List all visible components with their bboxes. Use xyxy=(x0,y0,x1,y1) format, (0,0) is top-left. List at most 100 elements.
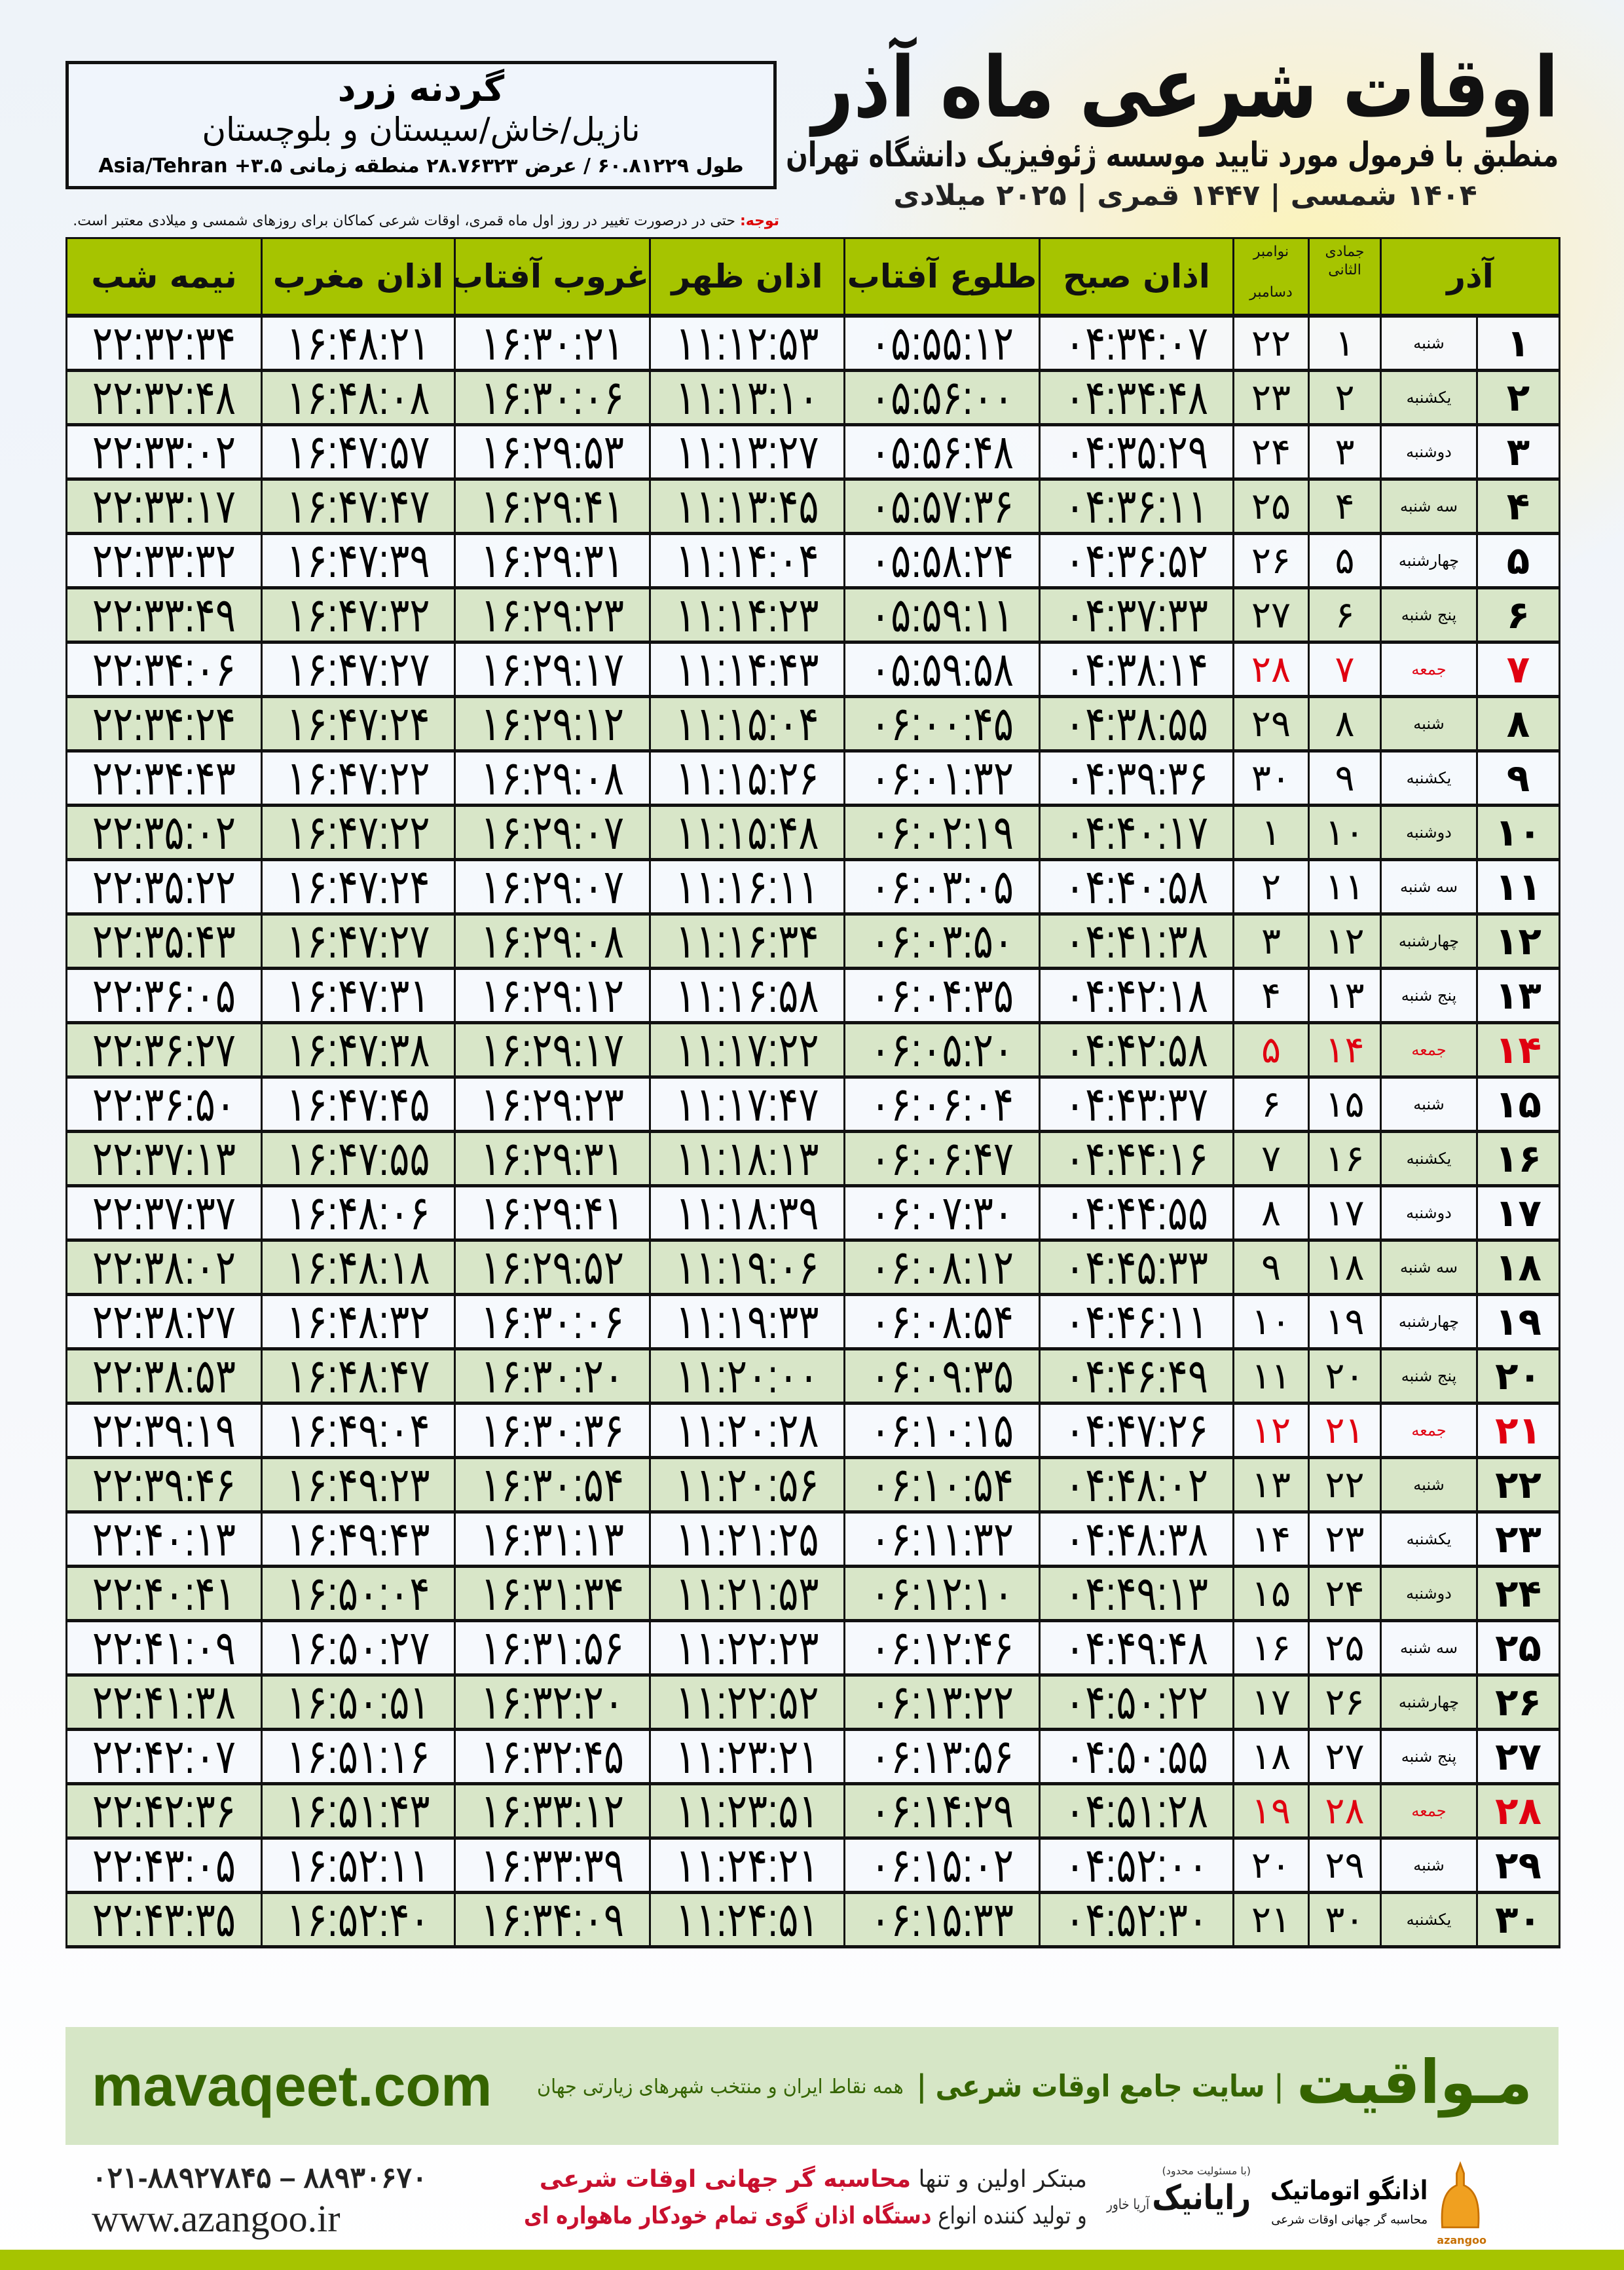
sunset-time-text: ۱۶:۲۹:۰۸ xyxy=(480,915,625,969)
sunrise-time: ۰۶:۱۳:۲۲ xyxy=(843,1674,1041,1730)
sunset-time: ۱۶:۳۳:۱۲ xyxy=(454,1783,651,1839)
midnight-time: ۲۲:۳۲:۴۸ xyxy=(65,369,263,426)
day-number: ۱۲ xyxy=(1476,913,1560,969)
fajr-time-text: ۰۴:۳۸:۱۴ xyxy=(1064,643,1209,697)
maghrib-time-text: ۱۶:۵۲:۴۰ xyxy=(286,1893,430,1947)
azangoo-website-box[interactable]: www.azangoo.ir xyxy=(92,2197,498,2241)
fajr-time-text: ۰۴:۵۲:۳۰ xyxy=(1064,1893,1209,1947)
weekday-text: پنج شنبه xyxy=(1401,606,1457,624)
weekday: یکشنبه xyxy=(1380,1891,1478,1948)
qamari-day-text: ۵ xyxy=(1335,539,1355,582)
weekday-text: جمعه xyxy=(1411,1421,1447,1440)
miladi-day: ۱۹ xyxy=(1232,1783,1310,1839)
midnight-time: ۲۲:۳۴:۰۶ xyxy=(65,641,263,698)
day-number-text: ۳۰ xyxy=(1495,1897,1541,1942)
mavaqeet-link[interactable]: mavaqeet.com xyxy=(92,2053,492,2118)
table-row: ۸ شنبه ۸ ۲۹ ۰۴:۳۸:۵۵ ۰۶:۰۰:۴۵ ۱۱:۱۵:۰۴ ۱۶:۲۹:۱۲… xyxy=(65,696,1560,752)
sunset-time-text: ۱۶:۲۹:۰۸ xyxy=(480,752,625,806)
maghrib-time-text: ۱۶:۵۱:۱۶ xyxy=(286,1730,430,1784)
midnight-time-text: ۲۲:۳۴:۰۶ xyxy=(92,643,236,697)
dhuhr-time: ۱۱:۲۳:۲۱ xyxy=(649,1728,845,1785)
rayanik-name-row: رایانیک آریا خاور xyxy=(1107,2177,1251,2227)
maghrib-time-text: ۱۶:۵۰:۰۴ xyxy=(286,1567,430,1621)
dhuhr-time-text: ۱۱:۲۴:۲۱ xyxy=(675,1839,819,1893)
sunrise-time: ۰۶:۱۳:۵۶ xyxy=(843,1728,1041,1785)
sunrise-time: ۰۶:۰۵:۲۰ xyxy=(843,1022,1041,1078)
azangoo-logo: اذانگو اتوماتیک محاسبه گر جهانی اوقات شر… xyxy=(1270,2161,1486,2246)
weekday-text: شنبه xyxy=(1413,334,1445,352)
maghrib-time: ۱۶:۵۱:۴۳ xyxy=(261,1783,456,1839)
mavaqeet-logo-box: مـواقیت xyxy=(1297,2047,1532,2119)
fajr-time-text: ۰۴:۴۳:۳۷ xyxy=(1064,1078,1209,1132)
dhuhr-time-text: ۱۱:۱۲:۵۳ xyxy=(675,317,819,371)
sunrise-time: ۰۶:۱۰:۵۴ xyxy=(843,1457,1041,1513)
maghrib-time-text: ۱۶:۴۸:۳۲ xyxy=(286,1295,430,1349)
dhuhr-time: ۱۱:۱۸:۳۹ xyxy=(649,1185,845,1241)
day-number: ۹ xyxy=(1476,750,1560,806)
header-qamari: جمادی الثانی xyxy=(1308,237,1382,318)
weekday-text: جمعه xyxy=(1411,1802,1447,1820)
sunrise-time: ۰۶:۰۰:۴۵ xyxy=(843,696,1041,752)
dhuhr-time-text: ۱۱:۱۹:۰۶ xyxy=(675,1241,819,1295)
weekday-text: یکشنبه xyxy=(1406,1149,1452,1168)
dhuhr-time-text: ۱۱:۱۳:۲۷ xyxy=(675,426,819,479)
maghrib-time: ۱۶:۴۷:۳۸ xyxy=(261,1022,456,1078)
midnight-time: ۲۲:۴۲:۰۷ xyxy=(65,1728,263,1785)
qamari-day-text: ۱ xyxy=(1335,322,1355,365)
day-number-text: ۲۶ xyxy=(1495,1680,1541,1724)
dhuhr-time-text: ۱۱:۲۳:۵۱ xyxy=(675,1785,819,1838)
weekday-text: جمعه xyxy=(1411,1041,1447,1059)
sunrise-time: ۰۵:۵۶:۴۸ xyxy=(843,424,1041,480)
rayanik-sub: آریا خاور xyxy=(1106,2197,1150,2213)
weekday: شنبه xyxy=(1380,696,1478,752)
qamari-day-text: ۱۸ xyxy=(1325,1246,1365,1289)
day-number-text: ۳ xyxy=(1506,430,1530,474)
weekday: جمعه xyxy=(1380,1783,1478,1839)
maghrib-time: ۱۶:۵۰:۵۱ xyxy=(261,1674,456,1730)
sunrise-time: ۰۶:۱۵:۰۲ xyxy=(843,1837,1041,1893)
mavaqeet-banner: mavaqeet.com مـواقیت | سایت جامع اوقات ش… xyxy=(65,2027,1559,2145)
weekday-text: چهارشنبه xyxy=(1398,1312,1460,1331)
miladi-day: ۹ xyxy=(1232,1239,1310,1295)
sunset-time: ۱۶:۲۹:۱۷ xyxy=(454,1022,651,1078)
dhuhr-time: ۱۱:۱۶:۵۸ xyxy=(649,967,845,1024)
day-number: ۱۶ xyxy=(1476,1130,1560,1187)
fajr-time: ۰۴:۳۸:۵۵ xyxy=(1039,696,1234,752)
weekday-text: دوشنبه xyxy=(1406,1584,1452,1603)
qamari-day: ۷ xyxy=(1308,641,1382,698)
midnight-time-text: ۲۲:۴۰:۴۱ xyxy=(92,1567,236,1621)
weekday: دوشنبه xyxy=(1380,1565,1478,1622)
sunset-time-text: ۱۶:۳۰:۵۴ xyxy=(480,1459,625,1512)
maghrib-time: ۱۶:۴۷:۵۷ xyxy=(261,424,456,480)
weekday-text: یکشنبه xyxy=(1406,769,1452,787)
sunrise-time: ۰۶:۱۰:۱۵ xyxy=(843,1402,1041,1459)
fajr-time-text: ۰۴:۳۴:۰۷ xyxy=(1064,317,1209,371)
azangoo-sub: محاسبه گر جهانی اوقات شرعی xyxy=(1271,2213,1428,2227)
sunrise-time: ۰۶:۰۳:۰۵ xyxy=(843,859,1041,915)
mavaqeet-link-box[interactable]: mavaqeet.com xyxy=(92,2053,511,2119)
sunset-time: ۱۶:۳۲:۲۰ xyxy=(454,1674,651,1730)
midnight-time-text: ۲۲:۳۷:۱۳ xyxy=(92,1132,236,1186)
dhuhr-time: ۱۱:۱۲:۵۳ xyxy=(649,314,845,371)
miladi-day: ۳۰ xyxy=(1232,750,1310,806)
dhuhr-time: ۱۱:۲۲:۲۳ xyxy=(649,1620,845,1676)
sunrise-time-text: ۰۵:۵۹:۵۸ xyxy=(870,643,1014,697)
dhuhr-time: ۱۱:۱۵:۰۴ xyxy=(649,696,845,752)
dhuhr-time: ۱۱:۱۶:۳۴ xyxy=(649,913,845,969)
day-number: ۷ xyxy=(1476,641,1560,698)
weekday-text: جمعه xyxy=(1411,660,1447,679)
sunrise-time-text: ۰۶:۱۲:۴۶ xyxy=(870,1622,1014,1675)
miladi-day-text: ۱۶ xyxy=(1251,1626,1291,1669)
mavaqeet-tagline: | سایت جامع اوقات شرعی | xyxy=(916,2068,1283,2104)
sunset-time: ۱۶:۳۱:۱۳ xyxy=(454,1511,651,1567)
sunrise-time-text: ۰۶:۱۱:۳۲ xyxy=(870,1513,1014,1567)
miladi-day: ۷ xyxy=(1232,1130,1310,1187)
sunrise-time-text: ۰۶:۰۲:۱۹ xyxy=(870,806,1014,860)
weekday: جمعه xyxy=(1380,641,1478,698)
mavaqeet-subtagline-box: همه نقاط ایران و منتخب شهرهای زیارتی جها… xyxy=(537,2074,904,2100)
miladi-day-text: ۲۴ xyxy=(1251,430,1291,474)
dhuhr-time: ۱۱:۱۷:۴۷ xyxy=(649,1076,845,1132)
day-number-text: ۱۵ xyxy=(1495,1082,1541,1126)
midnight-time: ۲۲:۴۳:۳۵ xyxy=(65,1891,263,1948)
azangoo-website[interactable]: www.azangoo.ir xyxy=(92,2197,341,2240)
